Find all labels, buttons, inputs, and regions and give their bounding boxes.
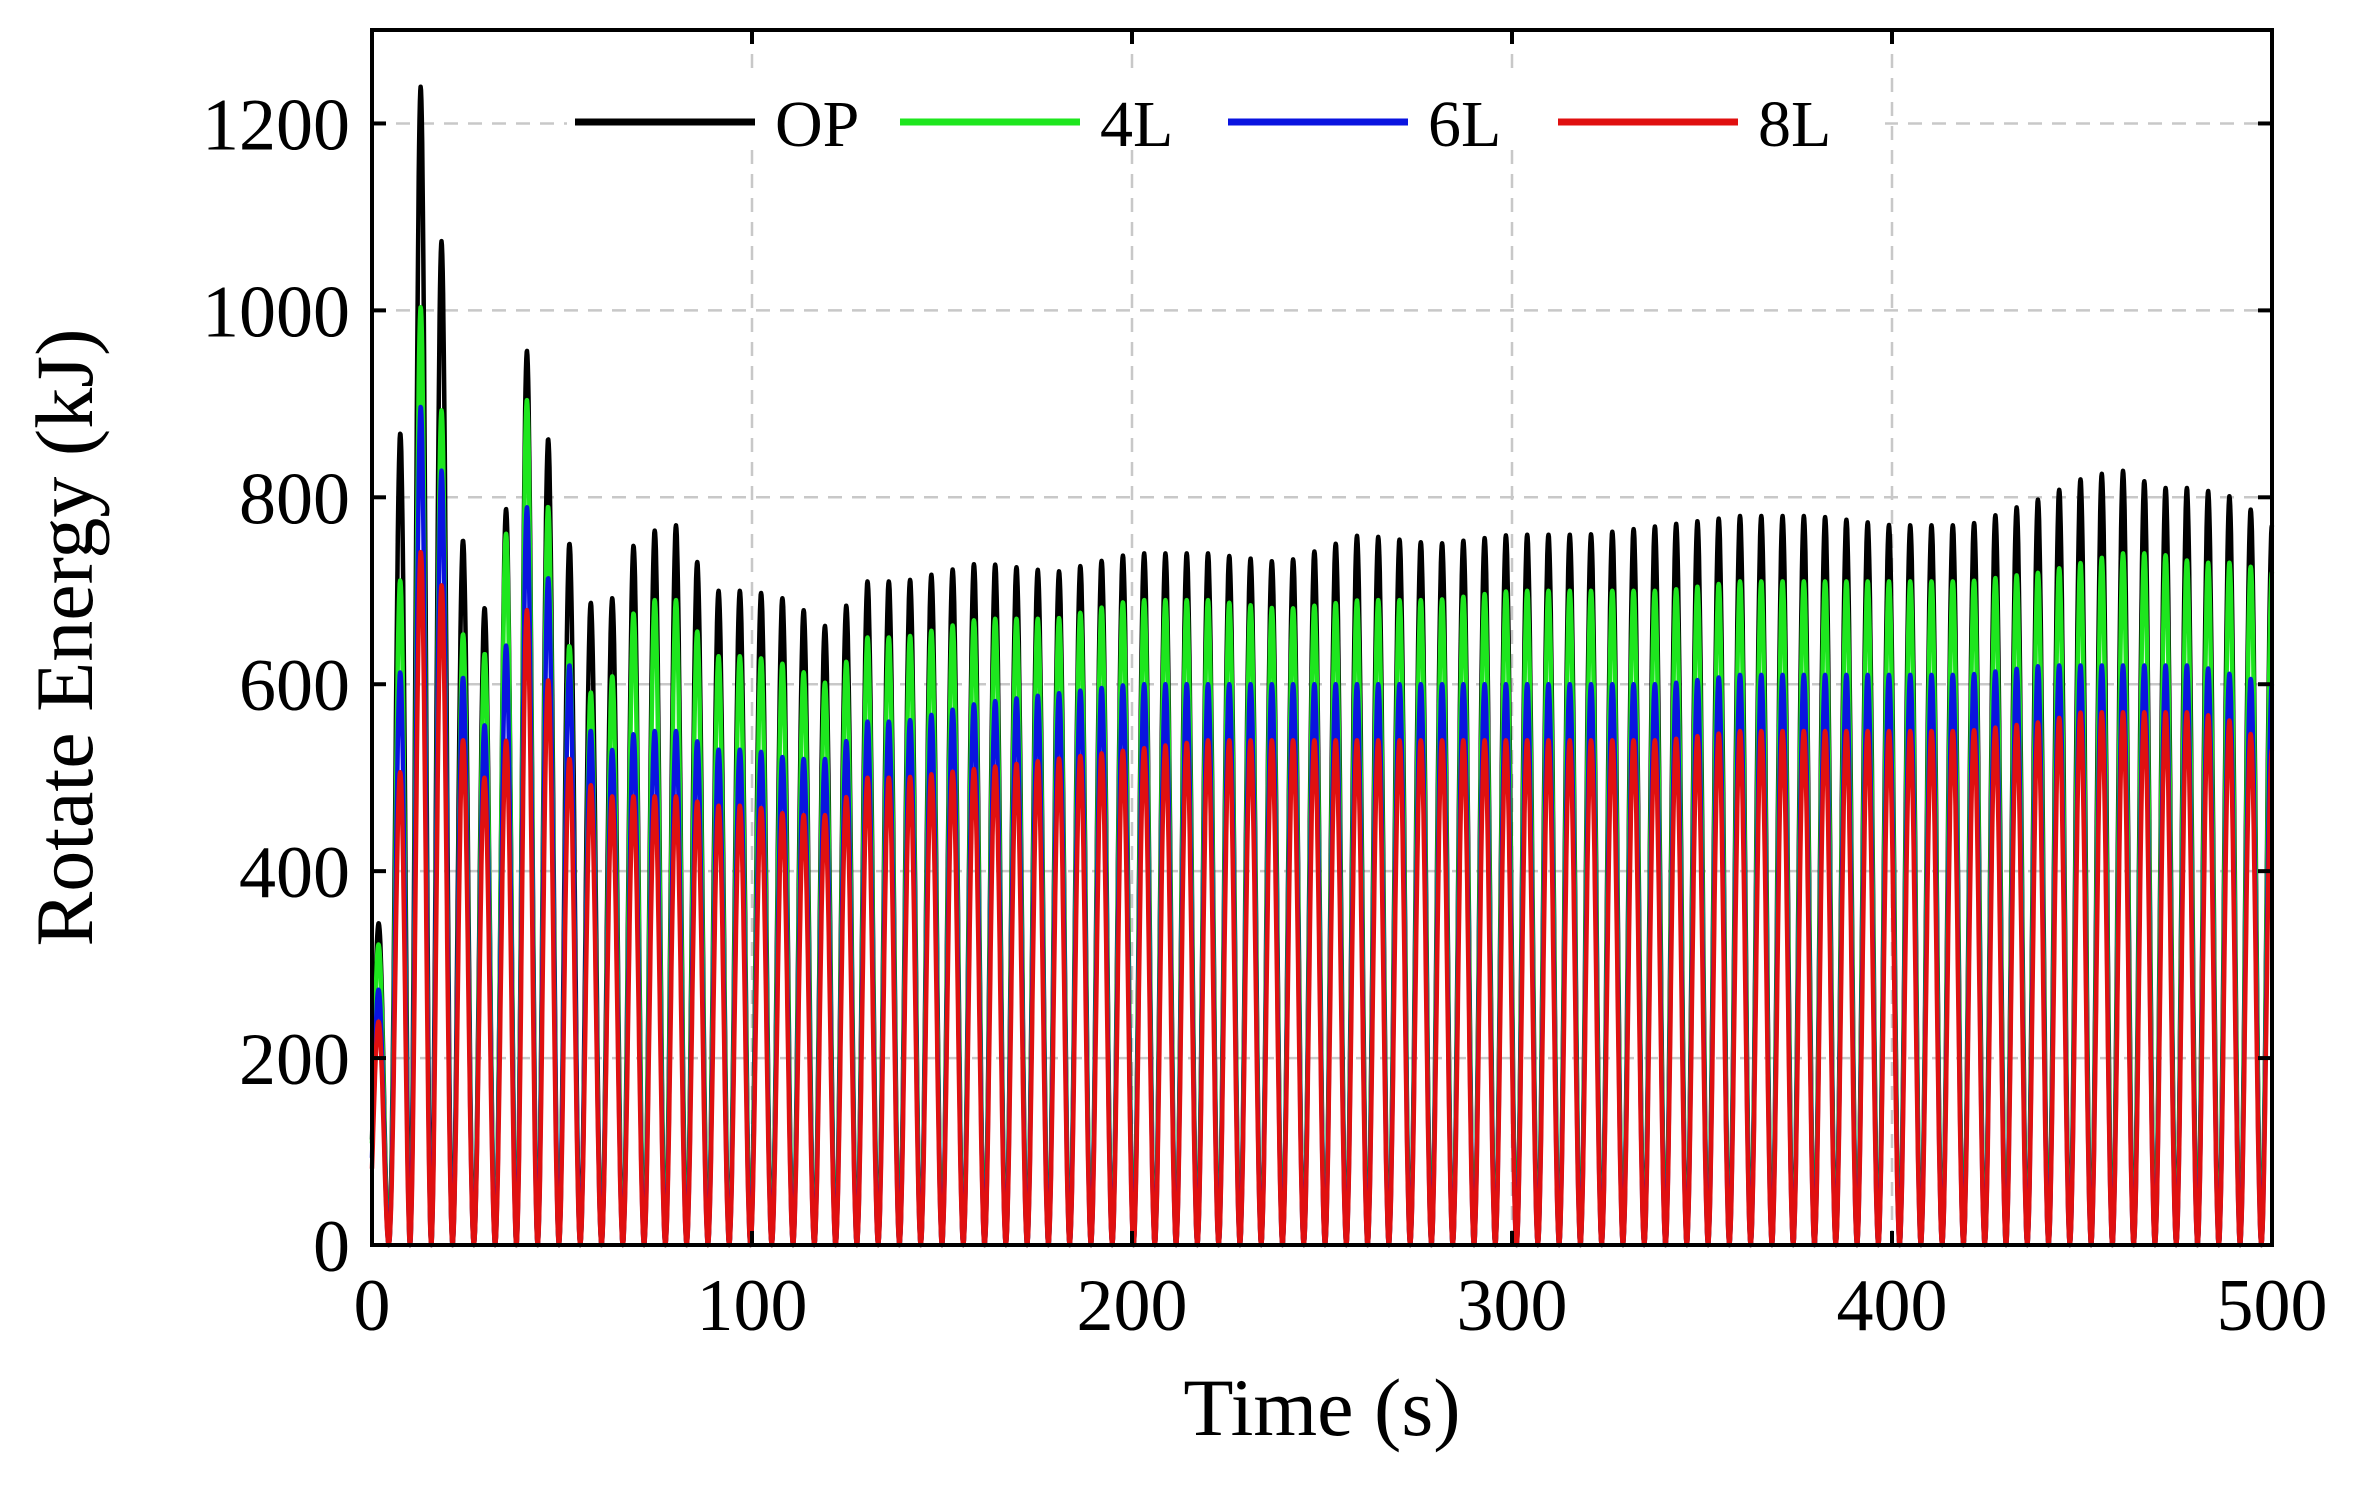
tick-layer: 0 100 200 300 400 500 0 200 400 600 800 1000 1200 — [202, 30, 2328, 1347]
plot-area-frame — [370, 28, 2274, 1247]
y-tick-label-600: 600 — [239, 645, 350, 727]
y-tick-label-1000: 1000 — [202, 271, 350, 353]
x-tick-label-500: 500 — [2217, 1265, 2328, 1347]
y-tick-label-200: 200 — [239, 1019, 350, 1101]
x-tick-label-100: 100 — [697, 1265, 808, 1347]
legend-label-op: OP — [775, 88, 859, 161]
y-tick-label-800: 800 — [239, 458, 350, 540]
y-tick-label-1200: 1200 — [202, 84, 350, 166]
y-tick-label-0: 0 — [313, 1206, 350, 1288]
x-tick-label-400: 400 — [1837, 1265, 1948, 1347]
series-line-8l — [369, 549, 2275, 1248]
legend-label-8l: 8L — [1758, 88, 1831, 161]
x-tick-label-0: 0 — [354, 1265, 391, 1347]
legend-background-4l — [892, 70, 1227, 146]
x-tick-label-300: 300 — [1457, 1265, 1568, 1347]
legend-background-8l — [1550, 70, 1885, 146]
grid-layer — [372, 30, 2272, 1245]
legend: OP 4L 6L 8L — [567, 70, 1885, 161]
legend-background-6l — [1220, 70, 1555, 146]
legend-background-op — [567, 70, 902, 146]
x-axis-title: Time (s) — [1183, 1362, 1460, 1453]
legend-label-6l: 6L — [1428, 88, 1501, 161]
legend-label-4l: 4L — [1100, 88, 1173, 161]
x-tick-label-200: 200 — [1077, 1265, 1188, 1347]
series-layer — [369, 84, 2275, 1248]
y-axis-title: Rotate Energy (kJ) — [19, 329, 110, 947]
y-tick-label-400: 400 — [239, 832, 350, 914]
